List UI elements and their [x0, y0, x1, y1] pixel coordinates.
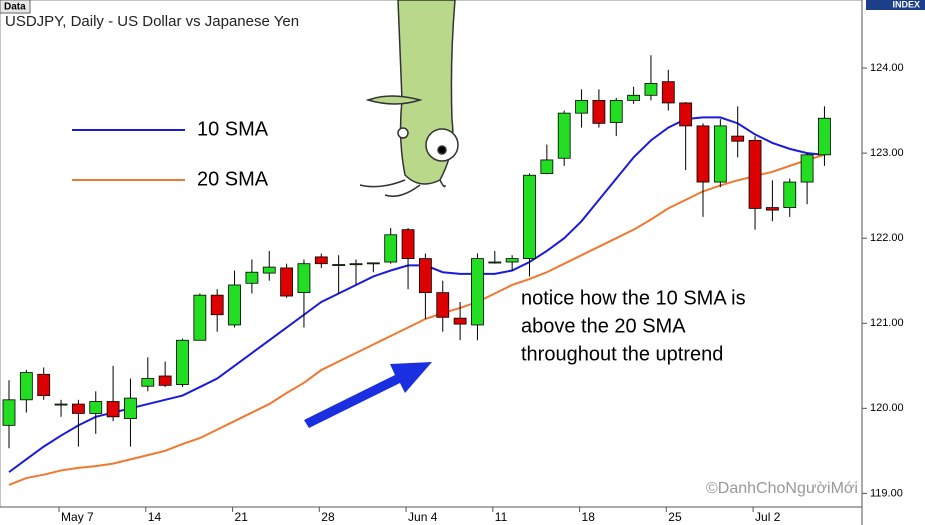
x-tick-label: 18 — [582, 510, 596, 524]
x-tick-label: Jun 4 — [408, 510, 438, 524]
y-tick-label: 122.00 — [870, 232, 904, 244]
candle-body — [124, 397, 137, 419]
watermark: ©DanhChoNgườiMới — [706, 480, 858, 497]
x-tick-label: 28 — [321, 510, 335, 524]
candle-body — [245, 271, 259, 284]
candle-body — [332, 264, 346, 266]
candle-body — [262, 266, 276, 274]
candle-body — [89, 401, 103, 414]
annotation: notice how the 10 SMA is — [521, 287, 746, 309]
y-tick-label: 120.00 — [870, 402, 904, 414]
candle-body — [176, 339, 189, 385]
candle-body — [800, 154, 814, 183]
annotation: above the 20 SMA — [521, 315, 686, 337]
candle-body — [384, 234, 398, 263]
candle-body — [453, 317, 467, 325]
y-tick-label: 121.00 — [870, 317, 904, 329]
axis-label: INDEX — [892, 0, 920, 9]
x-tick-label: 11 — [495, 510, 508, 524]
candle-body — [54, 403, 68, 406]
candle-body — [557, 112, 571, 159]
candle-body — [748, 139, 762, 209]
candle-body — [609, 99, 623, 123]
candle-body — [488, 261, 502, 264]
candle-body — [575, 99, 588, 114]
candle-body — [158, 375, 172, 386]
candle-body — [72, 403, 85, 414]
tab-label: Data — [4, 2, 26, 13]
candle-body — [141, 378, 155, 387]
candle-body — [471, 258, 484, 326]
x-tick-label: 25 — [668, 510, 682, 524]
x-tick-label: 21 — [235, 510, 249, 524]
candle-body — [713, 125, 727, 183]
y-tick-label: 124.00 — [870, 62, 904, 74]
annotation: throughout the uptrend — [521, 343, 723, 365]
axis-label-box — [866, 0, 925, 10]
y-tick-label: 123.00 — [870, 147, 904, 159]
trend-arrow — [304, 362, 432, 428]
candle-body — [627, 94, 640, 101]
candle-body — [540, 159, 554, 174]
candle-body — [418, 258, 432, 294]
legend-label: 10 SMA — [197, 118, 269, 140]
candle-body — [366, 262, 380, 265]
candle-body — [523, 174, 536, 260]
tab — [0, 0, 31, 14]
candle-body — [818, 117, 831, 156]
y-tick-label: 119.00 — [870, 487, 903, 499]
candle-body — [661, 81, 675, 104]
candle-body — [436, 292, 450, 318]
candle-body — [696, 125, 710, 183]
candle-body — [297, 263, 311, 294]
x-tick-label: 14 — [148, 510, 162, 524]
candle-body — [314, 256, 328, 265]
candle-body — [505, 258, 519, 263]
cartoon — [359, 0, 459, 197]
candle-body — [210, 294, 224, 316]
x-tick-label: May 7 — [61, 510, 94, 524]
candle-body — [592, 99, 606, 124]
candle-body — [679, 102, 693, 127]
candle-body — [37, 373, 51, 396]
candle-body — [783, 181, 797, 208]
candle-body — [401, 229, 415, 260]
x-tick-label: Jul 2 — [755, 510, 781, 524]
legend-label: 20 SMA — [197, 168, 269, 190]
candle-body — [2, 399, 16, 426]
sma-line — [8, 153, 825, 486]
candle-body — [731, 135, 745, 142]
candle-body — [349, 263, 363, 266]
candle-body — [766, 207, 779, 211]
candle-body — [228, 284, 241, 326]
candle-body — [193, 294, 207, 341]
candle-body — [106, 401, 120, 418]
x-axis-strip — [0, 507, 925, 525]
candle-body — [644, 82, 658, 96]
candle-body — [19, 372, 33, 401]
chart-title: USDJPY, Daily - US Dollar vs Japanese Ye… — [5, 13, 299, 30]
candle-body — [280, 267, 294, 297]
